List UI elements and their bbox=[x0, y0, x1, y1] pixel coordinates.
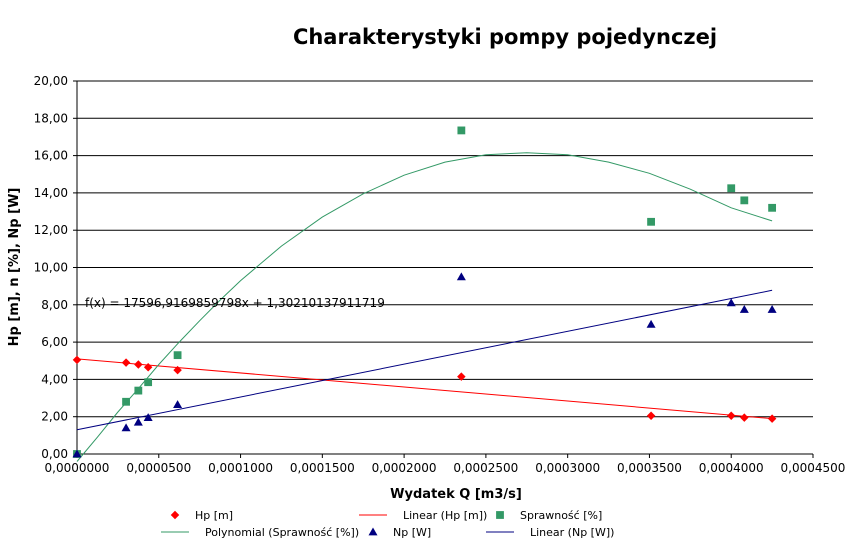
legend-item: Linear (Hp [m]) bbox=[359, 509, 487, 522]
np-w-point bbox=[739, 304, 749, 313]
gridlines bbox=[77, 80, 813, 418]
np-w-point bbox=[143, 413, 153, 422]
x-tick-label: 0,0003000 bbox=[535, 461, 600, 475]
hp-m-point bbox=[173, 365, 182, 375]
legend-marker bbox=[368, 527, 378, 536]
sprawno-point bbox=[727, 184, 736, 193]
legend-item: Np [W] bbox=[368, 526, 431, 539]
polynomial-sprawno-line bbox=[76, 152, 773, 462]
series-points bbox=[72, 126, 777, 458]
hp-m-point bbox=[740, 413, 749, 422]
y-tick-label: 6,00 bbox=[41, 335, 68, 349]
np-w-point bbox=[646, 319, 656, 328]
x-tick-label: 0,0001500 bbox=[290, 461, 355, 475]
sprawno-point bbox=[134, 386, 143, 395]
sprawno-point bbox=[144, 378, 153, 387]
legend-item: Polynomial (Sprawność [%]) bbox=[161, 526, 359, 539]
legend-label: Polynomial (Sprawność [%]) bbox=[205, 526, 359, 539]
legend-label: Np [W] bbox=[393, 526, 431, 539]
legend-item: Sprawność [%] bbox=[496, 509, 602, 522]
sprawno-point bbox=[173, 351, 182, 360]
sprawno-point bbox=[768, 203, 777, 212]
hp-m-point bbox=[72, 355, 82, 365]
legend-item: Hp [m] bbox=[170, 509, 233, 522]
hp-m-point bbox=[767, 414, 777, 423]
x-tick-label: 0,0003500 bbox=[617, 461, 682, 475]
y-tick-label: 16,00 bbox=[34, 149, 68, 163]
linear-hp-m-line bbox=[76, 358, 773, 420]
hp-m-point bbox=[143, 363, 153, 372]
y-tick-label: 0,00 bbox=[41, 447, 68, 461]
hp-m-point bbox=[134, 360, 143, 369]
legend-label: Sprawność [%] bbox=[520, 509, 602, 522]
x-tick-label: 0,0000500 bbox=[126, 461, 191, 475]
sprawno-point bbox=[740, 196, 749, 205]
x-tick-label: 0,0001000 bbox=[208, 461, 273, 475]
sprawno-point bbox=[122, 397, 130, 406]
np-w-point bbox=[456, 272, 466, 281]
linear-np-w-line bbox=[76, 289, 773, 431]
y-tick-label: 10,00 bbox=[34, 261, 68, 275]
legend-marker bbox=[170, 510, 180, 520]
y-tick-label: 12,00 bbox=[34, 223, 68, 237]
y-tick-label: 14,00 bbox=[34, 186, 68, 200]
sprawno-point bbox=[647, 217, 655, 226]
x-tick-label: 0,0000000 bbox=[45, 461, 110, 475]
legend-label: Linear (Hp [m]) bbox=[403, 509, 487, 522]
y-tick-label: 4,00 bbox=[41, 372, 68, 386]
x-axis-ticks: 0,0000000 0,0000500 0,0001000 0,0001500 0,00… bbox=[45, 454, 846, 475]
x-axis-title: Wydatek Q [m3/s] bbox=[390, 487, 522, 502]
np-w-point bbox=[726, 298, 736, 307]
y-tick-label: 8,00 bbox=[41, 298, 68, 312]
x-tick-label: 0,0004000 bbox=[699, 461, 764, 475]
hp-m-point bbox=[121, 358, 131, 367]
np-w-point bbox=[72, 449, 82, 458]
np-w-point bbox=[121, 423, 131, 432]
y-tick-label: 18,00 bbox=[34, 111, 68, 125]
series-lines bbox=[76, 152, 773, 462]
np-w-point bbox=[133, 417, 143, 426]
x-tick-label: 0,0002500 bbox=[453, 461, 518, 475]
hp-m-point bbox=[726, 411, 736, 421]
np-w-point bbox=[173, 400, 183, 408]
trendline-equation: f(x) = 17596,9169859798x + 1,30210137911… bbox=[85, 296, 385, 310]
chart-title: Charakterystyki pompy pojedynczej bbox=[293, 25, 717, 49]
hp-m-point bbox=[457, 372, 466, 381]
legend-label: Hp [m] bbox=[195, 509, 233, 522]
legend: Hp [m] Linear (Hp [m]) Sprawność [%] Polyno… bbox=[161, 509, 614, 539]
sprawno-point bbox=[457, 126, 466, 135]
legend-marker bbox=[496, 511, 504, 519]
x-tick-label: 0,0002000 bbox=[372, 461, 437, 475]
y-axis-title: Hp [m], n [%], Np [W] bbox=[7, 188, 22, 347]
hp-m-point bbox=[646, 411, 656, 421]
y-tick-label: 2,00 bbox=[41, 410, 68, 424]
legend-label: Linear (Np [W]) bbox=[530, 526, 614, 539]
y-axis-ticks: 0,00 2,00 4,00 6,00 8,00 10,00 12,00 14,00 16,00… bbox=[34, 74, 77, 461]
y-tick-label: 20,00 bbox=[34, 74, 68, 88]
np-w-point bbox=[767, 304, 777, 313]
legend-item: Linear (Np [W]) bbox=[486, 526, 614, 539]
x-tick-label: 0,0004500 bbox=[781, 461, 846, 475]
